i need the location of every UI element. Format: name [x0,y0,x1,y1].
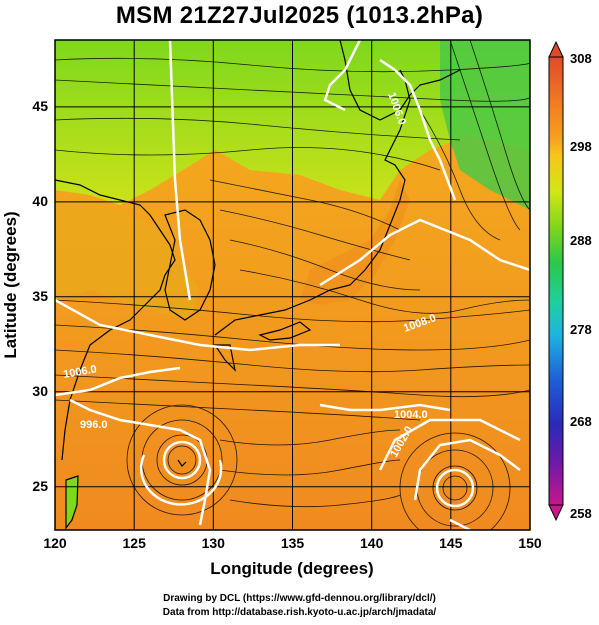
colorbar-tick-label: 278 [570,322,592,337]
credits: Drawing by DCL (https://www.gfd-dennou.o… [0,592,599,620]
y-axis-label: Latitude (degrees) [1,211,20,358]
x-tick-label: 125 [123,535,147,551]
colorbar-tick-label: 298 [570,139,592,154]
y-tick-label: 35 [32,288,48,304]
x-tick-label: 150 [518,535,542,551]
grid [55,40,530,530]
streamlines [55,40,530,530]
isobar-label: 1006.0 [62,363,97,381]
credit-line-dcl: Drawing by DCL (https://www.gfd-dennou.o… [163,593,436,604]
x-tick-labels: 120 125 130 135 140 145 150 [43,535,542,551]
x-tick-label: 130 [202,535,226,551]
x-axis-label: Longitude (degrees) [210,559,373,578]
y-tick-label: 25 [32,478,48,494]
isobar-label: 996.0 [80,419,108,431]
credit-line-data: Data from http://database.rish.kyoto-u.a… [162,607,437,618]
x-tick-label: 145 [439,535,463,551]
y-tick-label: 45 [32,98,48,114]
y-tick-label: 40 [32,193,48,209]
x-tick-label: 135 [281,535,305,551]
y-tick-labels: 25 30 35 40 45 [32,98,48,494]
x-tick-label: 140 [360,535,384,551]
plot-frame [54,39,531,531]
y-tick-label: 30 [32,383,48,399]
x-tick-label: 120 [43,535,67,551]
colorbar-tick-label: 268 [570,414,592,429]
isobars [55,40,530,530]
colorbar-tick-label: 288 [570,233,592,248]
chart-title: MSM 21Z27Jul2025 (1013.2hPa) [115,2,484,29]
colorbar-tick-label: 258 [570,506,592,521]
colorbar: 308 298 288 278 268 258 [548,40,592,522]
isobar-label: 1004.0 [394,409,428,421]
coastlines [55,40,461,530]
colorbar-tick-label: 308 [570,51,592,66]
